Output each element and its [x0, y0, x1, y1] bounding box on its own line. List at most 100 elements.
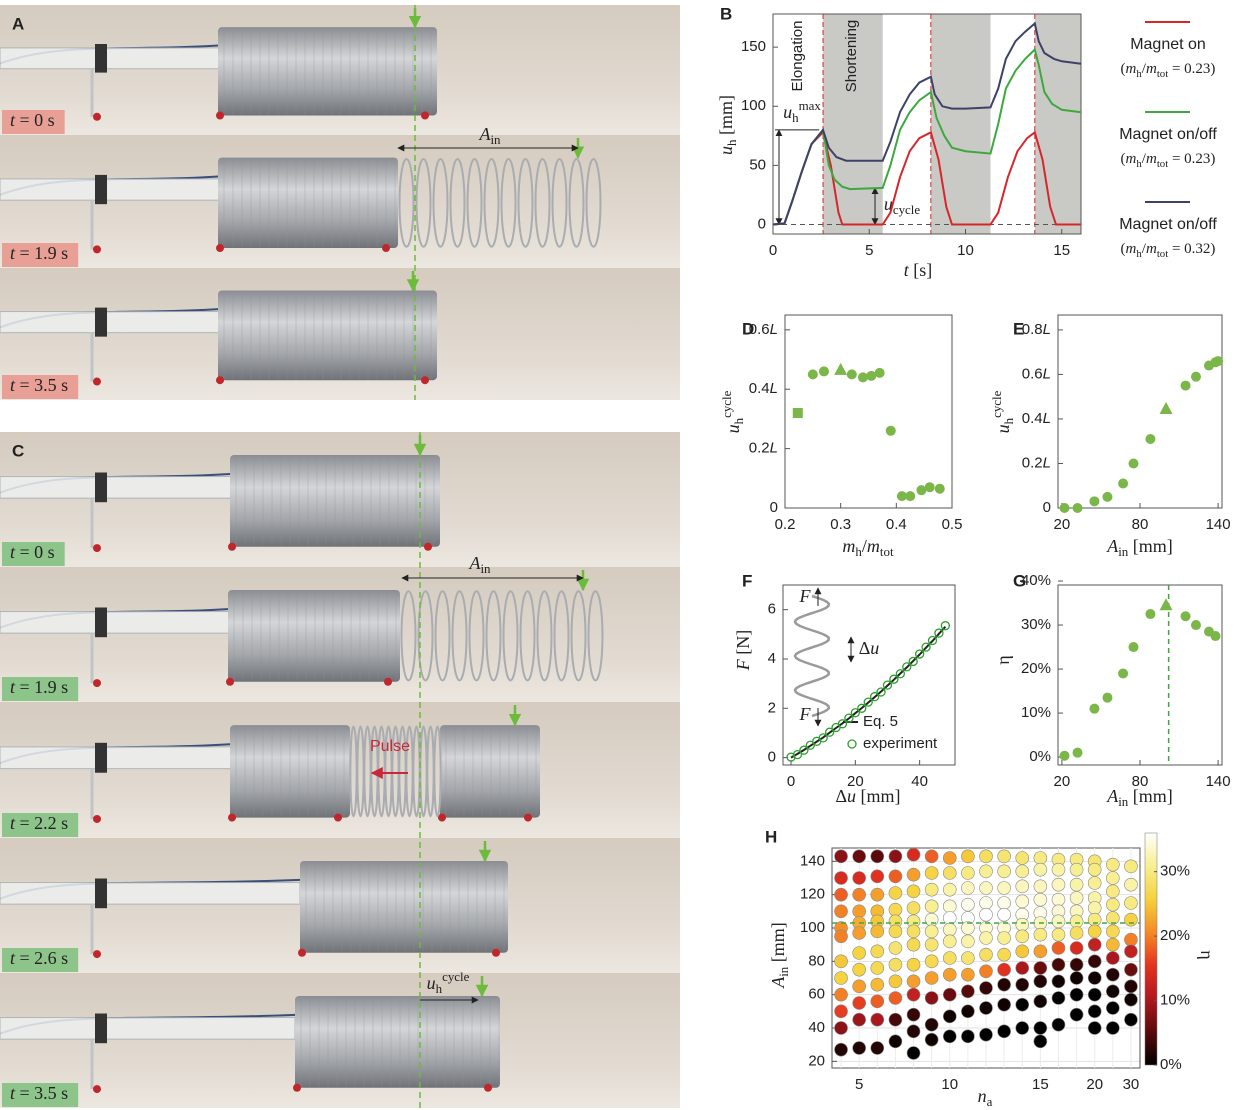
spring-coil-stack	[218, 290, 437, 381]
data-point	[834, 1021, 848, 1035]
data-point	[979, 881, 993, 895]
data-point	[1087, 901, 1102, 915]
data-point	[807, 369, 818, 380]
text-part: 0.6	[749, 321, 770, 338]
text-part: h	[792, 110, 799, 125]
text-part: /	[1142, 241, 1147, 257]
foot	[524, 813, 532, 822]
data-point	[1087, 937, 1102, 952]
time-label: t = 2.2 s	[10, 813, 68, 833]
text-part: [mm]	[716, 95, 736, 140]
data-point	[1069, 891, 1084, 905]
text-part: m	[1126, 241, 1137, 257]
text-part: in	[490, 132, 501, 147]
plot-frame	[1057, 584, 1223, 766]
data-point	[997, 931, 1011, 945]
data-point	[1106, 1001, 1120, 1015]
data-point	[1051, 974, 1066, 989]
data-point	[852, 996, 866, 1010]
y-tick-label: 0.6L	[749, 321, 778, 338]
text-part: = 0.23)	[1168, 151, 1215, 167]
text-part: t	[10, 677, 16, 697]
data-point	[908, 656, 918, 667]
text-part: (	[1121, 241, 1126, 257]
foot	[384, 677, 392, 686]
data-point	[1051, 927, 1066, 942]
data-point	[942, 951, 957, 965]
data-point	[1015, 879, 1030, 894]
data-point	[888, 924, 903, 939]
data-point	[979, 849, 993, 864]
y-tick-label: 0.2L	[749, 440, 778, 457]
text-part: [mm]	[856, 786, 901, 806]
data-point	[870, 869, 885, 884]
text-part: cycle	[719, 390, 734, 418]
spring-coil	[585, 157, 602, 248]
colorbar-tick-label: 10%	[1160, 992, 1190, 1009]
data-point	[906, 884, 921, 899]
data-point	[942, 866, 957, 880]
tube	[0, 311, 223, 334]
data-point	[799, 745, 809, 755]
data-point	[905, 491, 916, 502]
data-point	[1069, 987, 1084, 1002]
data-point	[888, 1012, 903, 1027]
text-part: = 2.2 s	[15, 813, 68, 833]
tube	[0, 746, 233, 770]
foot	[228, 813, 236, 822]
x-tick-label: 0.3	[830, 516, 851, 533]
tube	[0, 178, 223, 201]
data-point	[1180, 611, 1191, 622]
data-point	[834, 887, 848, 902]
data-point	[1087, 971, 1102, 985]
data-point	[1145, 433, 1156, 444]
phase-shading	[930, 14, 991, 234]
data-point	[1069, 926, 1084, 940]
data-point	[852, 904, 866, 919]
foot	[228, 542, 236, 551]
y-tick-label: 0.2L	[1022, 454, 1051, 471]
data-point	[1069, 941, 1084, 955]
data-point	[863, 697, 873, 707]
data-point	[961, 967, 975, 982]
legend-label: Eq. 5	[863, 713, 898, 730]
data-point	[942, 934, 957, 949]
text-part: m	[867, 536, 880, 556]
data-point	[1124, 859, 1138, 874]
data-point	[1033, 974, 1048, 989]
data-point	[979, 864, 993, 879]
text-part: = 0 s	[15, 542, 55, 562]
time-label-background	[2, 1083, 79, 1107]
data-point	[870, 977, 885, 992]
data-point	[961, 866, 975, 880]
text-part: /	[1142, 151, 1147, 167]
data-point	[1124, 932, 1138, 947]
data-point	[1124, 896, 1138, 910]
spring-coil	[553, 590, 570, 682]
data-point	[834, 929, 848, 944]
data-point	[1190, 371, 1201, 382]
text-part: tot	[1157, 158, 1168, 170]
data-point	[961, 934, 975, 949]
data-point	[852, 1041, 866, 1055]
data-point	[1033, 944, 1048, 959]
data-point	[1087, 1021, 1102, 1035]
text-part: (	[1121, 151, 1126, 167]
spring-coil-stack	[228, 589, 400, 682]
data-point	[1128, 642, 1139, 653]
plot-frame	[784, 314, 953, 509]
stand-foot	[93, 1085, 101, 1094]
y-tick-label: 150	[741, 38, 766, 55]
data-point	[942, 899, 957, 914]
data-point	[979, 1027, 993, 1042]
text-part: 0.2	[1022, 454, 1043, 471]
data-point	[927, 635, 938, 646]
data-point	[1106, 1021, 1120, 1035]
text-part: u	[427, 973, 436, 993]
time-label: t = 3.5 s	[10, 1083, 68, 1103]
data-point	[924, 954, 939, 969]
foot	[421, 376, 429, 385]
y-axis-label: F [N]	[733, 630, 753, 672]
text-part: t	[10, 110, 16, 130]
data-point	[866, 370, 877, 381]
